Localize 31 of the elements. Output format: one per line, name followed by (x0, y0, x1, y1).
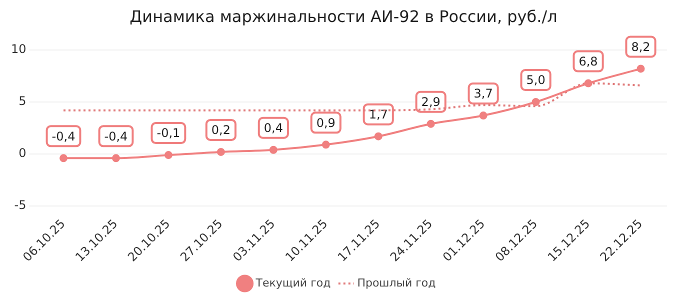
point (164, 151, 172, 160)
point (636, 64, 645, 73)
point (60, 154, 68, 162)
chart-title: Динамика маржинальности АИ-92 в России, руб./л (128, 6, 558, 28)
data-label: 0,2 (211, 123, 230, 138)
point (479, 112, 488, 120)
data-label: 6,8 (578, 54, 598, 68)
data-label: -0,4 (104, 129, 128, 144)
legend-label: Текущий год (254, 276, 332, 290)
data-label: 1,7 (368, 107, 388, 122)
data-label: -0,4 (52, 129, 76, 144)
data-label: 8,2 (631, 40, 650, 54)
data-label: 2,9 (421, 94, 440, 109)
data-label: 3,7 (474, 86, 493, 101)
point (532, 98, 540, 106)
y-tick-label: 10 (10, 42, 26, 56)
legend-label: Прошлый год (357, 276, 436, 290)
point (269, 146, 278, 154)
data-label: 5,0 (526, 73, 546, 88)
point (322, 140, 330, 149)
point (216, 148, 225, 156)
y-tick-label: 5 (18, 94, 26, 108)
data-label: 0,4 (264, 120, 283, 135)
y-tick-label: 0 (18, 146, 26, 160)
data-label: -0,1 (156, 126, 180, 140)
data-label: 0,9 (316, 116, 336, 130)
point (112, 154, 120, 162)
point (374, 132, 382, 140)
point (584, 79, 592, 88)
y-tick-label: -5 (14, 198, 26, 212)
point (426, 120, 435, 128)
